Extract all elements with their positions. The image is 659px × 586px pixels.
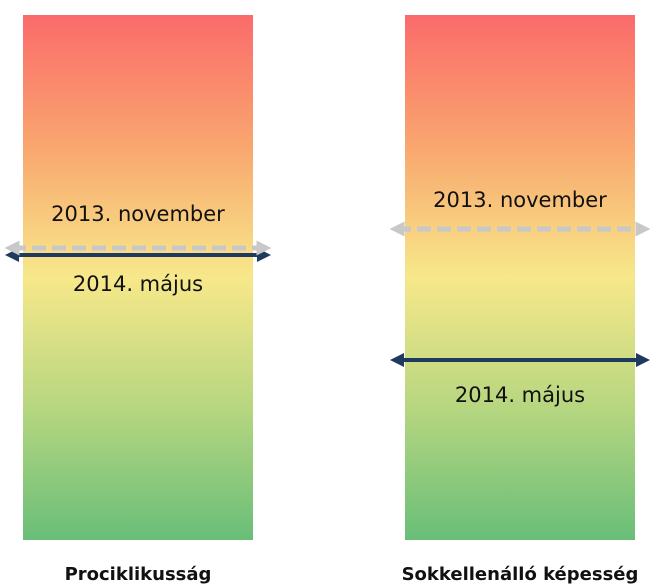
marker-label: 2014. május — [73, 272, 203, 296]
marker-label: 2014. május — [455, 383, 585, 407]
panel-title: Prociklikusság — [65, 564, 212, 585]
gradient-bar — [405, 15, 635, 540]
panel-title: Sokkellenálló képesség — [402, 564, 639, 585]
gradient-bar — [23, 15, 253, 540]
marker-label: 2013. november — [433, 188, 607, 212]
marker-label: 2013. november — [51, 202, 225, 226]
